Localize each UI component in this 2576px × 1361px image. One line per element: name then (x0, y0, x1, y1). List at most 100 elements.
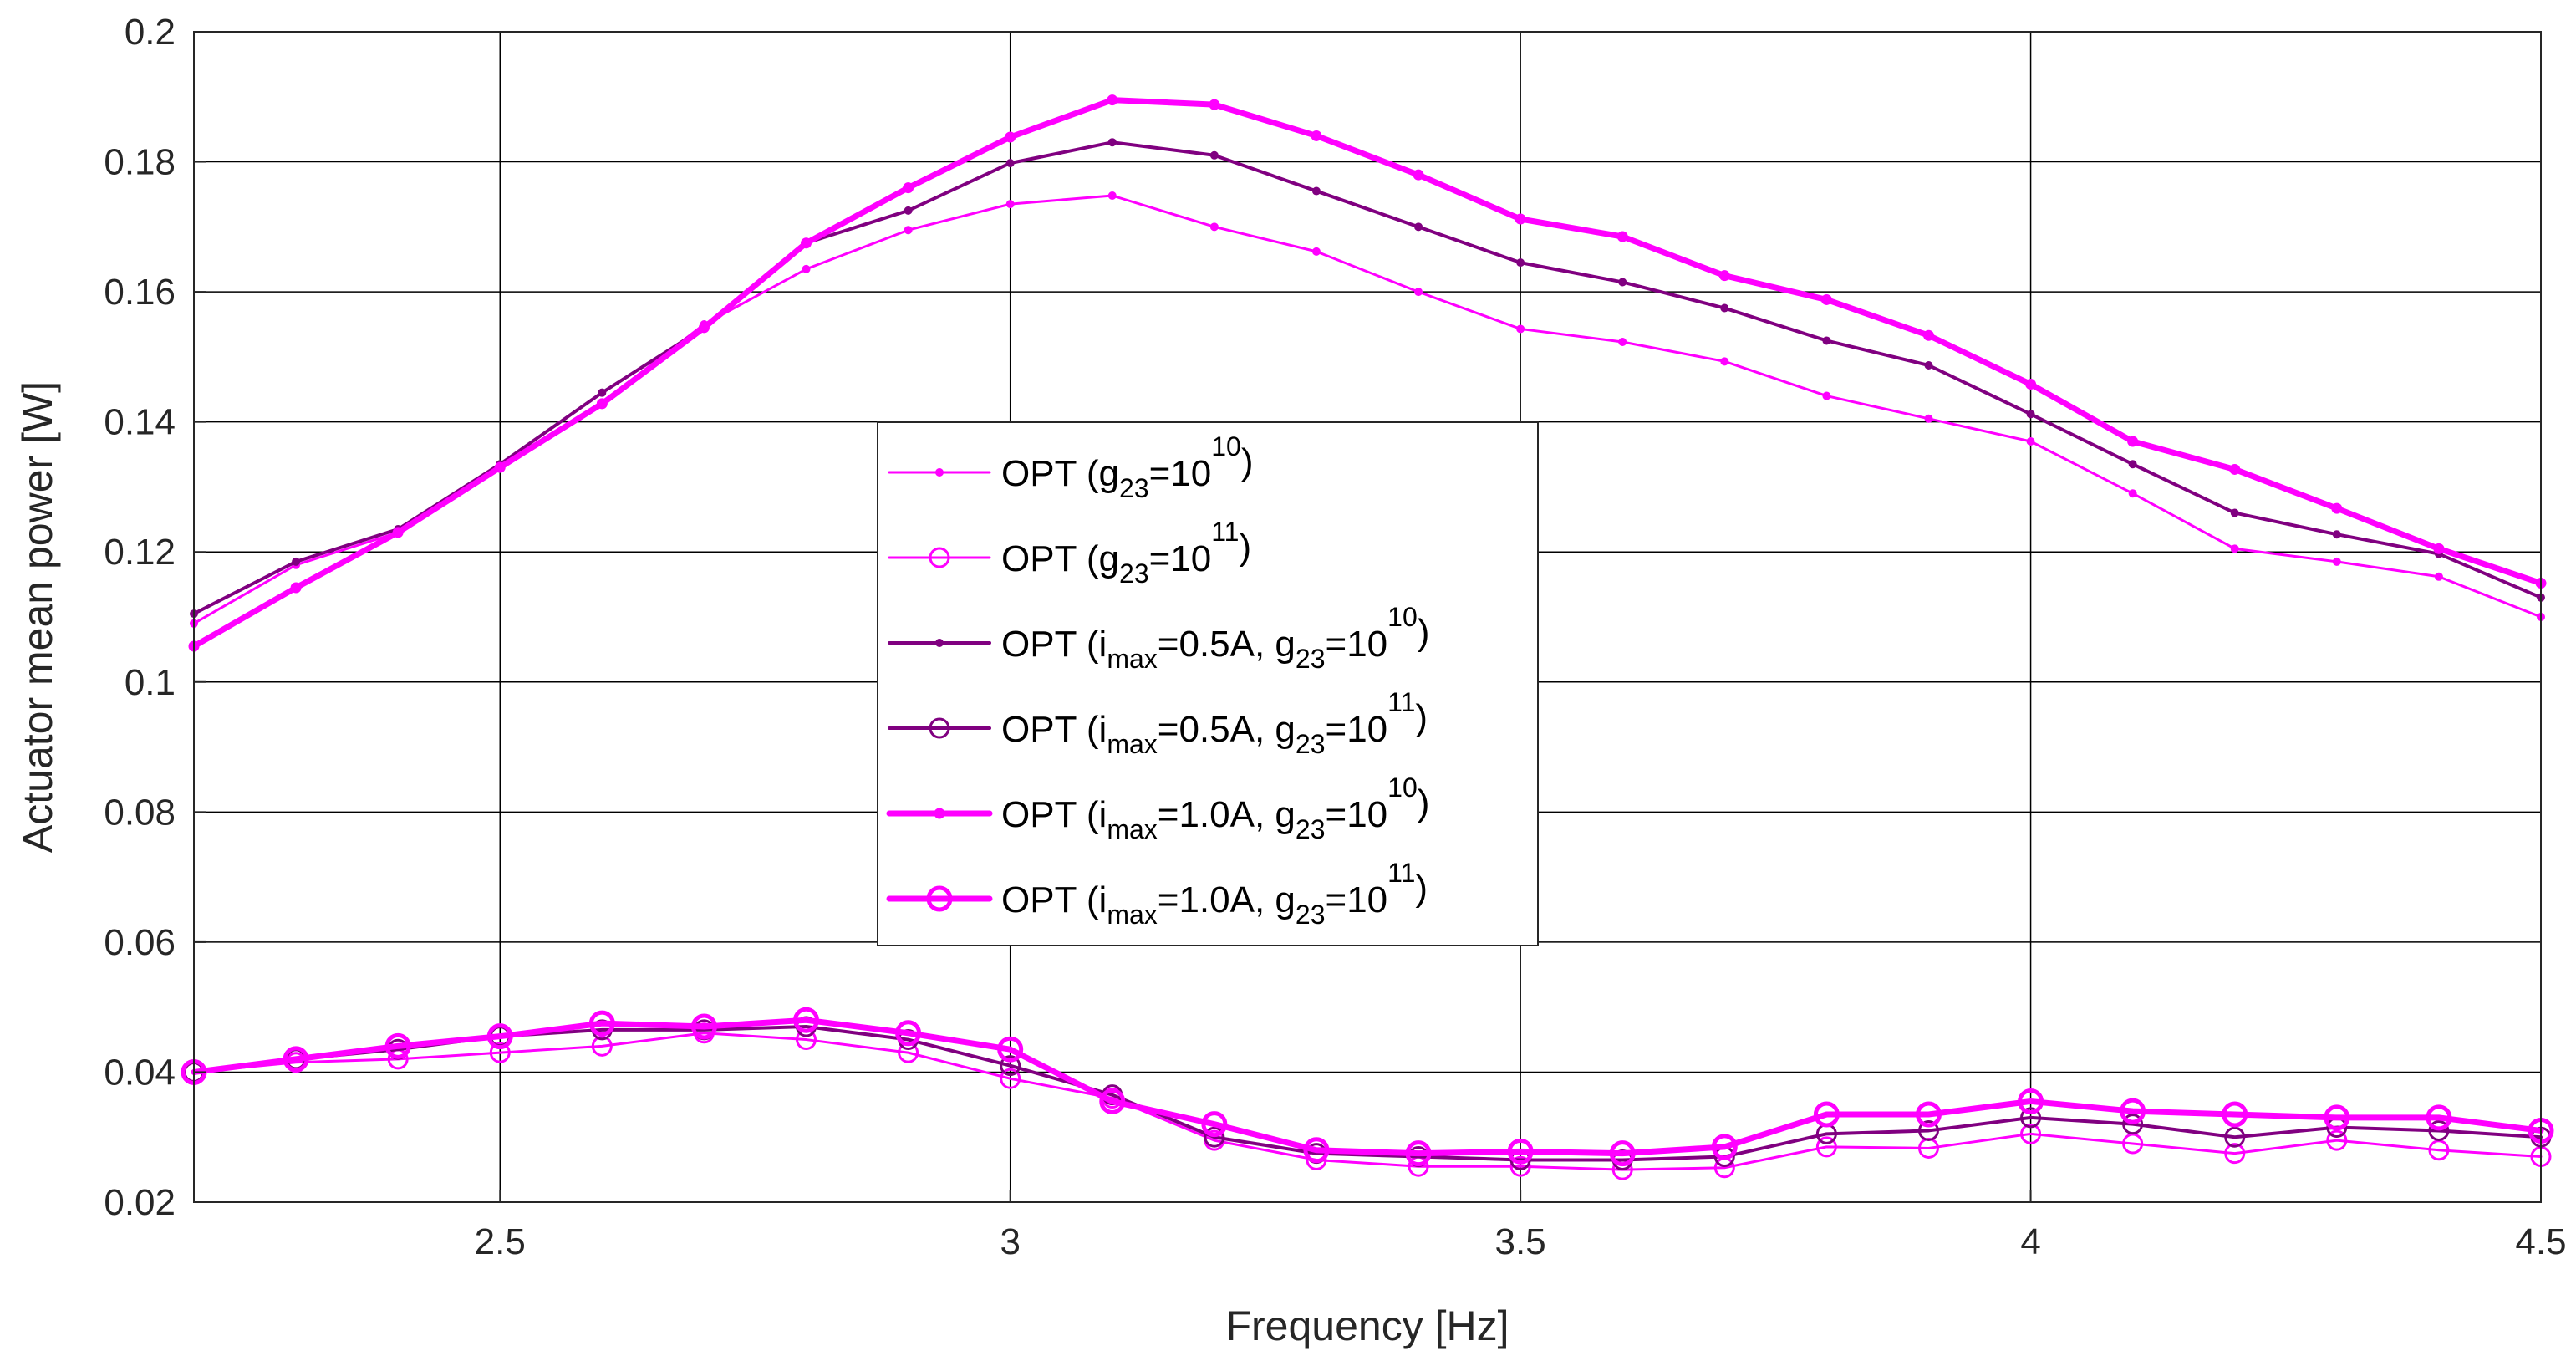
data-point (2230, 508, 2239, 517)
data-point (1414, 222, 1423, 232)
data-point (1515, 213, 1526, 225)
legend-text-part: =10 (1326, 624, 1388, 665)
data-point (2020, 1107, 2042, 1129)
legend-label: OPT (imax=1.0A, g23=1010) (1001, 772, 1429, 844)
legend-text-part: ) (1415, 868, 1428, 909)
legend-text-part: =10 (1149, 453, 1212, 494)
legend-text-part: =10 (1149, 538, 1212, 579)
data-point (1311, 130, 1322, 141)
legend-text-part: OPT (i (1001, 879, 1107, 920)
x-tick-label: 4 (2020, 1221, 2040, 1262)
legend-text-part: ) (1415, 697, 1428, 738)
data-point (1718, 270, 1730, 282)
data-point (1099, 1088, 1126, 1114)
data-point (1005, 200, 1015, 209)
data-point (2222, 1101, 2248, 1128)
data-point (895, 1020, 922, 1047)
data-point (1507, 1138, 1534, 1165)
legend-item-5: OPT (imax=1.0A, g23=1010) (886, 772, 1429, 844)
tick-labels: 2.5 3 3.5 4 4.5 0.02 0.04 0.06 0.08 0.1 0.12 0.14 0.… (104, 12, 2566, 1262)
data-point (1509, 1155, 1531, 1177)
data-point (1820, 293, 1832, 305)
data-point (698, 322, 710, 334)
data-point (1711, 1134, 1738, 1160)
data-point (1000, 1055, 1021, 1077)
data-point (1915, 1101, 1942, 1128)
data-point (1107, 191, 1117, 200)
data-point (292, 557, 301, 566)
legend-text-part: max (1107, 814, 1157, 844)
data-point (1720, 357, 1729, 366)
data-point (1813, 1101, 1840, 1128)
legend-swatch-marker (934, 808, 945, 819)
series-line (191, 1017, 2544, 1157)
legend-swatch-marker (929, 547, 950, 568)
x-tick-label: 3.5 (1495, 1221, 1546, 1262)
data-point (904, 206, 913, 215)
data-point (494, 461, 506, 473)
data-point (1303, 1137, 1330, 1164)
legend-text-part: 11 (1211, 517, 1239, 547)
data-point (2127, 436, 2139, 447)
series-layer (181, 94, 2554, 1180)
data-point (1922, 329, 1934, 341)
data-point (1609, 1140, 1636, 1167)
x-tick-label: 2.5 (475, 1221, 526, 1262)
data-point (2332, 557, 2341, 566)
y-tick-label: 0.06 (104, 922, 176, 963)
data-point (1413, 169, 1424, 181)
legend-text-part: =10 (1326, 709, 1388, 750)
legend-text-part: 23 (1296, 814, 1326, 844)
data-point (2326, 1129, 2348, 1151)
data-point (1005, 159, 1015, 168)
y-tick-label: 0.02 (104, 1182, 176, 1223)
y-axis-label: Actuator mean power [W] (14, 381, 61, 853)
data-point (1107, 138, 1117, 147)
data-point (2025, 379, 2037, 390)
y-tick-label: 0.12 (104, 532, 176, 573)
data-point (1618, 338, 1627, 346)
legend-text-part: OPT (g (1001, 538, 1119, 579)
data-point (2230, 544, 2239, 553)
data-point (1107, 94, 1118, 106)
data-point (2128, 489, 2137, 498)
data-point (1815, 1136, 1837, 1158)
legend-text-part: OPT (i (1001, 624, 1107, 665)
legend-label: OPT (imax=0.5A, g23=1011) (1001, 687, 1428, 759)
legend-text-part: ) (1418, 782, 1430, 823)
legend-item-3: OPT (imax=0.5A, g23=1010) (888, 602, 1430, 674)
data-point (2026, 437, 2035, 446)
data-point (2229, 463, 2241, 475)
data-point (2428, 1119, 2450, 1141)
legend-text-part: =0.5A, g (1158, 709, 1296, 750)
data-point (2224, 1143, 2246, 1165)
data-point (1209, 99, 1220, 110)
data-point (384, 1032, 411, 1059)
legend-text-part: 10 (1387, 602, 1418, 632)
legend-text-part: max (1107, 644, 1157, 674)
data-point (903, 182, 914, 194)
data-point (793, 1007, 820, 1033)
y-tick-label: 0.16 (104, 272, 176, 313)
legend-swatch-marker (929, 717, 950, 739)
y-tick-label: 0.18 (104, 142, 176, 183)
legend: OPT (g23=1010)OPT (g23=1011)OPT (imax=0.… (877, 421, 1539, 946)
legend-text-part: OPT (g (1001, 453, 1119, 494)
data-point (290, 582, 302, 594)
y-tick-label: 0.04 (104, 1052, 176, 1093)
legend-text-part: ) (1239, 527, 1251, 568)
legend-swatch-marker (926, 885, 953, 912)
legend-text-part: 23 (1296, 644, 1326, 674)
data-point (1201, 1111, 1228, 1138)
data-point (1405, 1140, 1432, 1167)
data-point (904, 226, 913, 235)
data-point (2120, 1098, 2146, 1124)
legend-text-part: 10 (1387, 772, 1418, 803)
legend-text-part: 11 (1387, 687, 1415, 717)
data-point (1414, 288, 1423, 297)
data-point (392, 527, 404, 538)
legend-text-part: ) (1418, 612, 1430, 653)
data-point (1516, 258, 1525, 268)
plot-frame (193, 31, 2542, 1203)
